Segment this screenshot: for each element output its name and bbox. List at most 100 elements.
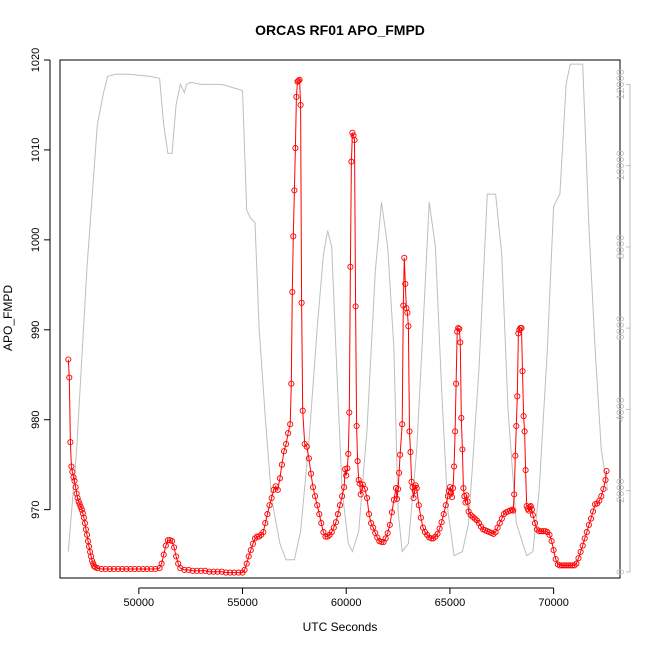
data-point [152,565,159,573]
data-point [577,548,584,555]
data-point [589,508,597,515]
data-point [536,528,543,535]
data-point [388,509,395,516]
y-tick-label: 1000 [30,228,42,252]
data-point [395,485,402,493]
y2-tick-label: 4000 [615,397,627,421]
data-point [467,511,474,519]
data-point [365,511,373,518]
data-point [455,324,462,332]
data-point [309,484,317,491]
data-point [531,520,539,527]
data-point [314,502,321,509]
data-point [98,565,105,573]
y-tick-label: 1010 [30,138,42,162]
x-tick-label: 50000 [124,597,155,609]
data-point [602,476,609,484]
y2-tick-label: 8000 [615,235,627,259]
data-point [521,428,528,435]
data-point [266,502,273,509]
data-point [410,494,417,502]
data-point [442,502,449,509]
data-point [600,485,607,493]
data-point [529,511,536,519]
data-point [162,542,169,549]
data-point [412,482,419,489]
data-point [299,407,306,414]
data-point [227,569,234,576]
data-point [522,467,529,474]
secondary-series-line [67,63,609,561]
data-point [70,474,77,481]
data-point [262,520,269,527]
data-point [583,529,590,536]
data-point [436,525,443,532]
data-point [288,380,295,387]
data-point [575,555,582,562]
data-point [511,491,518,498]
data-point [89,557,96,564]
data-point [384,529,391,537]
data-point [193,567,200,574]
data-point [296,76,303,83]
data-point [127,565,134,573]
y-tick-label: 1020 [30,48,42,72]
data-point [339,493,346,500]
x-tick-label: 60000 [331,597,362,609]
data-point [158,560,165,567]
data-point [247,547,254,554]
data-point [72,484,79,491]
data-point [303,443,310,450]
data-point [406,428,413,435]
y2-tick-label: 12000 [615,69,627,100]
data-point [274,486,281,493]
data-point [324,533,331,540]
data-point [509,506,516,513]
data-point [293,93,300,100]
y-axis-label: APO_FMPD [1,285,15,351]
data-point [563,562,570,569]
data-point [330,524,337,531]
data-point [164,537,171,544]
data-point [73,490,80,497]
data-point [357,491,364,498]
data-point [343,472,350,479]
data-point [579,542,586,549]
data-point [119,565,126,573]
data-point [168,538,176,545]
data-point [350,132,357,139]
data-point [106,565,113,573]
y2-tick-label: 10000 [615,150,627,181]
data-point [280,448,288,455]
y2-tick-label: 6000 [615,316,627,340]
chart-title: ORCAS RF01 APO_FMPD [255,22,425,38]
data-point [79,510,86,517]
data-point [197,567,205,574]
data-point [538,528,545,535]
data-point [518,324,525,332]
data-point [131,565,138,573]
data-point [449,485,457,492]
data-point [345,450,352,457]
data-point [546,531,553,538]
data-point [278,461,285,468]
data-point [316,511,323,518]
data-point [402,280,409,287]
data-point [298,299,305,306]
data-point [295,77,302,84]
data-point [88,553,95,560]
data-point [510,507,517,514]
data-point [81,520,88,527]
data-point [334,511,341,518]
data-point [260,529,267,536]
data-point [456,325,463,332]
data-point [451,463,458,470]
data-point [210,568,217,575]
data-point [361,485,368,493]
x-axis-label: UTC Seconds [303,620,378,634]
data-point [370,524,377,531]
data-point [185,566,192,573]
data-point [603,467,610,475]
data-point [351,136,358,144]
data-point [519,368,526,375]
